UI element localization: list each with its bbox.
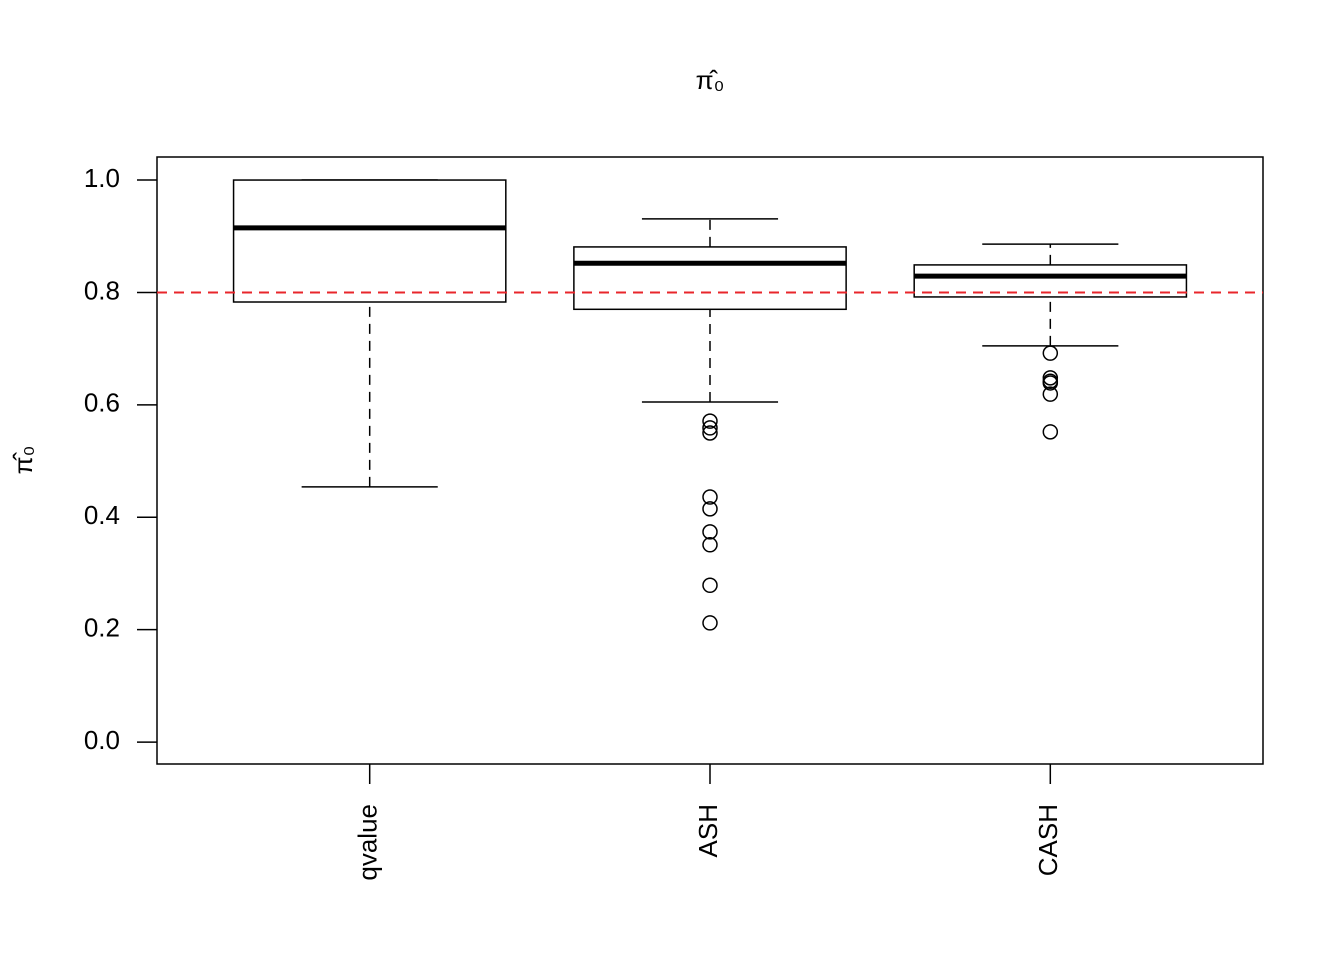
y-tick-label: 1.0 [84, 163, 120, 193]
outlier [702, 537, 718, 553]
y-axis-title: π̂₀ [8, 446, 38, 475]
outlier [702, 425, 718, 441]
box [232, 179, 507, 303]
outlier [702, 524, 718, 540]
y-tick-label: 0.8 [84, 275, 120, 305]
outlier [1042, 370, 1059, 386]
y-tick-label: 0.6 [84, 388, 120, 418]
x-tick-label: qvalue [353, 804, 383, 881]
chart-title: π̂₀ [696, 65, 725, 95]
outlier [1042, 424, 1059, 440]
outlier [1042, 345, 1059, 361]
x-tick-label: CASH [1033, 804, 1063, 876]
outlier [702, 501, 718, 517]
outlier [702, 577, 718, 594]
x-tick-label: ASH [693, 804, 723, 857]
box [573, 246, 847, 311]
y-tick-label: 0.0 [84, 725, 120, 755]
outlier [702, 615, 718, 631]
outlier [1042, 375, 1059, 391]
outlier [1042, 386, 1059, 402]
y-tick-label: 0.2 [84, 613, 120, 643]
outlier [702, 413, 718, 429]
outlier [702, 420, 718, 436]
outlier [702, 489, 718, 505]
y-tick-label: 0.4 [84, 500, 120, 530]
